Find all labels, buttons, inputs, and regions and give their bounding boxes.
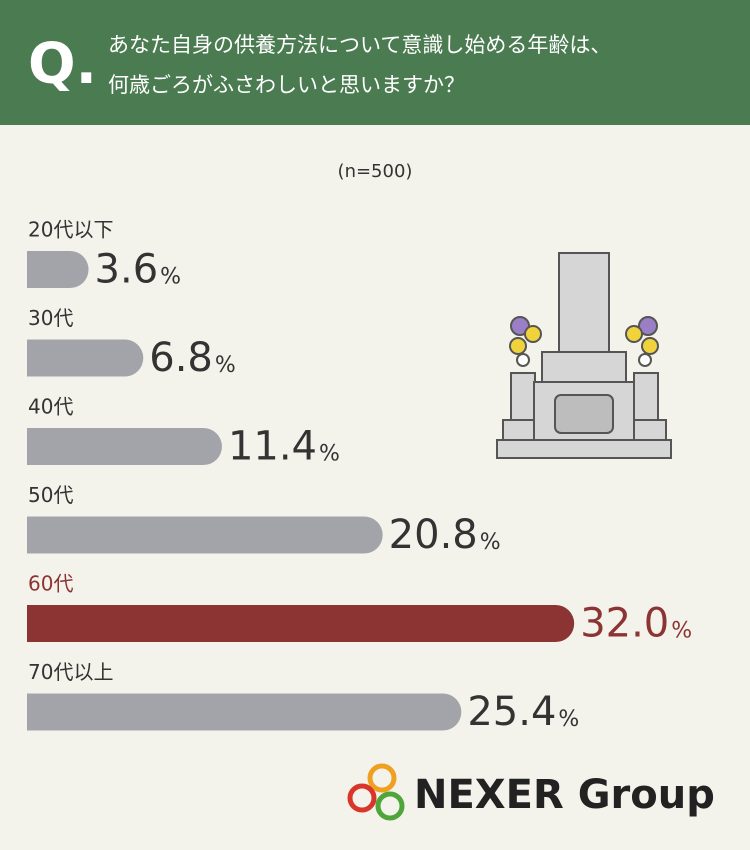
grave-illustration [496, 252, 672, 459]
category-label: 50代 [28, 483, 73, 507]
bar [27, 693, 462, 731]
bar-left-edge [27, 428, 46, 465]
value-label: 3.6 [95, 247, 159, 293]
bar-left-edge [27, 251, 46, 288]
bar [27, 428, 222, 465]
logo-text: NEXER Group [414, 772, 715, 818]
bar-left-edge [27, 605, 46, 642]
value-label: 32.0 [580, 601, 669, 647]
value-label: 6.8 [149, 335, 213, 381]
logo-icon [347, 763, 405, 821]
bar [27, 339, 144, 377]
value-unit: % [319, 442, 340, 467]
category-label: 30代 [28, 306, 73, 330]
bar-left-edge [27, 339, 46, 377]
value-label: 11.4 [228, 424, 317, 470]
bar-left-edge [27, 693, 46, 731]
category-label: 20代以下 [28, 218, 113, 242]
value-unit: % [671, 619, 692, 644]
header [0, 0, 750, 125]
value-unit: % [215, 353, 236, 378]
title-line: あなた自身の供養方法について意識し始める年齢は、 [108, 33, 611, 57]
value-label: 25.4 [467, 689, 556, 735]
value-unit: % [160, 265, 181, 290]
subtitle: (n=500) [338, 161, 413, 182]
question-mark: Q. [28, 32, 97, 97]
value-unit: % [480, 530, 501, 555]
category-label: 70代以上 [28, 660, 113, 684]
bar-left-edge [27, 516, 46, 554]
bar [27, 605, 575, 642]
category-label: 60代 [28, 572, 73, 596]
value-unit: % [558, 707, 579, 732]
category-label: 40代 [28, 395, 73, 419]
title-line: 何歳ごろがふさわしいと思いますか？ [108, 73, 465, 97]
bar [27, 516, 383, 554]
value-label: 20.8 [389, 512, 478, 558]
